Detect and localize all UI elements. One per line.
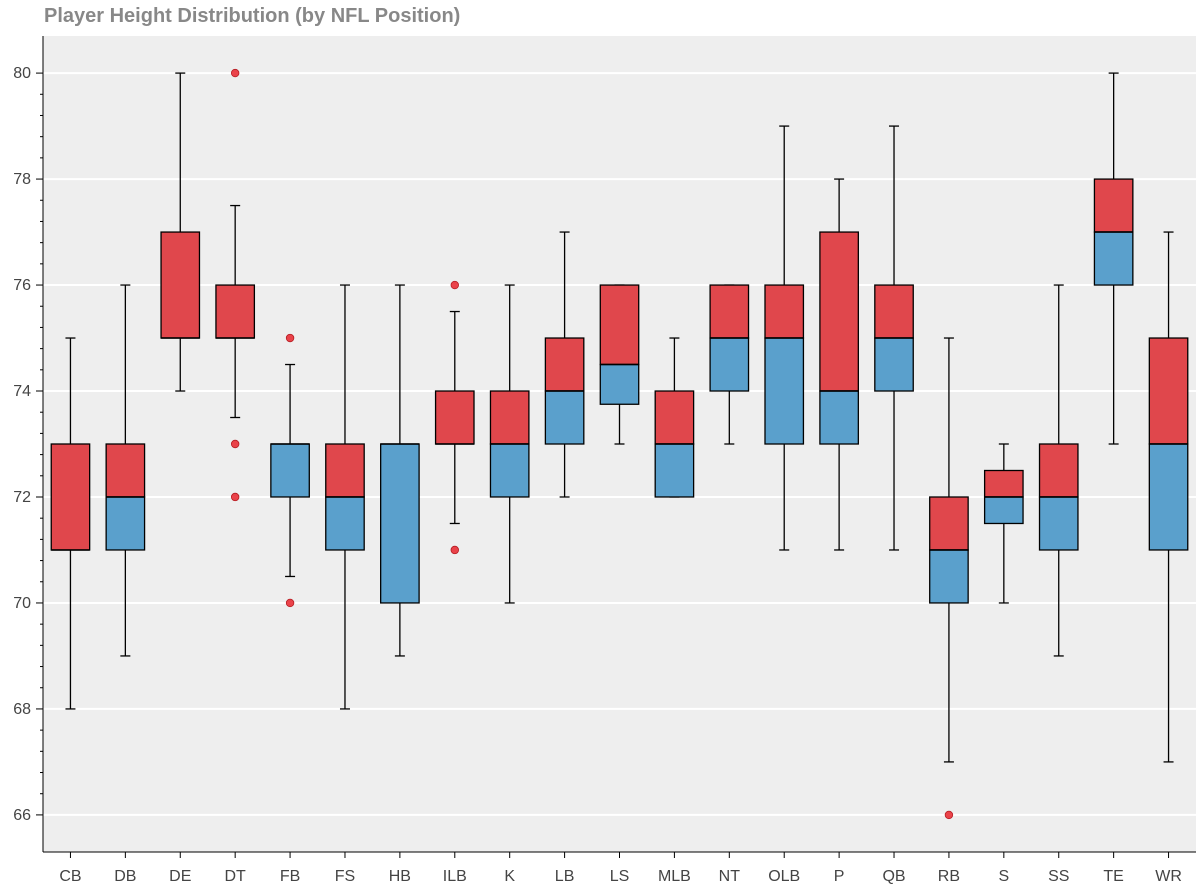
x-tick-label: HB [389, 868, 411, 885]
lower-box [599, 363, 640, 405]
upper-box [160, 231, 201, 339]
box-cb [50, 337, 91, 710]
box-mlb [654, 337, 695, 498]
box-dt [215, 68, 256, 502]
lower-box [489, 443, 530, 498]
x-tick-label: MLB [658, 868, 691, 885]
box-db [105, 284, 146, 657]
upper-box [599, 284, 640, 366]
outlier-point [450, 545, 459, 555]
upper-box [489, 390, 530, 445]
box-fs [325, 284, 365, 710]
upper-box [325, 443, 365, 498]
x-tick-label: P [834, 868, 845, 885]
x-tick-label: K [504, 868, 515, 885]
y-tick-label: 70 [13, 595, 31, 612]
x-tick-label: LB [555, 868, 575, 885]
x-tick-label: S [998, 868, 1009, 885]
box-te [1093, 72, 1134, 445]
x-tick-label: QB [882, 868, 905, 885]
lower-box [819, 390, 859, 445]
lower-box [1093, 231, 1134, 286]
x-tick-label: SS [1048, 868, 1069, 885]
box-p [819, 178, 859, 551]
lower-box [325, 496, 365, 551]
upper-box [434, 390, 475, 445]
box-k [489, 284, 530, 604]
upper-box [215, 284, 256, 339]
upper-box [1038, 443, 1079, 498]
x-tick-label: DE [169, 868, 191, 885]
upper-box [1093, 178, 1134, 233]
outlier-point [285, 333, 295, 343]
x-tick-label: TE [1103, 868, 1123, 885]
lower-box [983, 496, 1024, 525]
lower-box [270, 443, 310, 498]
y-tick-label: 74 [13, 383, 31, 400]
x-tick-label: LS [610, 868, 630, 885]
x-tick-label: DT [225, 868, 247, 885]
upper-box [50, 443, 91, 551]
lower-box [1038, 496, 1079, 551]
box-s [983, 443, 1024, 604]
lower-box [874, 337, 914, 392]
lower-box [1148, 443, 1189, 551]
upper-box [1148, 337, 1189, 445]
x-tick-label: CB [59, 868, 81, 885]
upper-box [874, 284, 914, 339]
x-tick-label: WR [1155, 868, 1182, 885]
upper-box [819, 231, 859, 392]
x-tick-label: FS [335, 868, 355, 885]
outlier-point [285, 598, 295, 608]
outlier-point [230, 68, 240, 78]
y-tick-label: 66 [13, 807, 31, 824]
lower-box [105, 496, 146, 551]
lower-box [764, 337, 805, 445]
lower-box [654, 443, 695, 498]
x-tick-label: ILB [443, 868, 467, 885]
upper-box [654, 390, 695, 445]
y-tick-label: 68 [13, 701, 31, 718]
box-ls [599, 284, 640, 445]
box-ss [1038, 284, 1079, 657]
upper-box [929, 496, 969, 551]
upper-box [709, 284, 750, 339]
axes: 66 68 70 72 74 76 78 80 CB DB DE DT FB FS HB ILB K LB LS ML… [13, 36, 1196, 885]
box-de [160, 72, 201, 392]
lower-box [929, 549, 969, 604]
box-olb [764, 125, 805, 551]
y-tick-label: 76 [13, 277, 31, 294]
upper-box [105, 443, 146, 498]
outlier-point [450, 280, 459, 290]
chart-title: Player Height Distribution (by NFL Posit… [44, 5, 461, 27]
y-tick-label: 78 [13, 171, 31, 188]
box-wr [1148, 231, 1189, 763]
box-fb [270, 333, 310, 608]
y-tick-label: 80 [13, 65, 31, 82]
box-rb [929, 337, 969, 820]
lower-box [380, 443, 420, 604]
x-tick-label: RB [938, 868, 960, 885]
upper-box [544, 337, 585, 392]
box-hb [380, 284, 420, 657]
box-nt [709, 284, 750, 445]
x-tick-label: NT [719, 868, 741, 885]
outlier-point [230, 439, 240, 449]
lower-box [544, 390, 585, 445]
boxes [50, 68, 1189, 820]
x-tick-label: OLB [768, 868, 800, 885]
y-tick-label: 72 [13, 489, 31, 506]
outlier-point [944, 810, 954, 820]
x-tick-label: DB [114, 868, 136, 885]
box-lb [544, 231, 585, 498]
upper-box [983, 469, 1024, 498]
upper-box [764, 284, 805, 339]
outlier-point [230, 492, 240, 502]
lower-box [709, 337, 750, 392]
box-qb [874, 125, 914, 551]
x-tick-label: FB [280, 868, 300, 885]
box-ilb [434, 280, 475, 555]
